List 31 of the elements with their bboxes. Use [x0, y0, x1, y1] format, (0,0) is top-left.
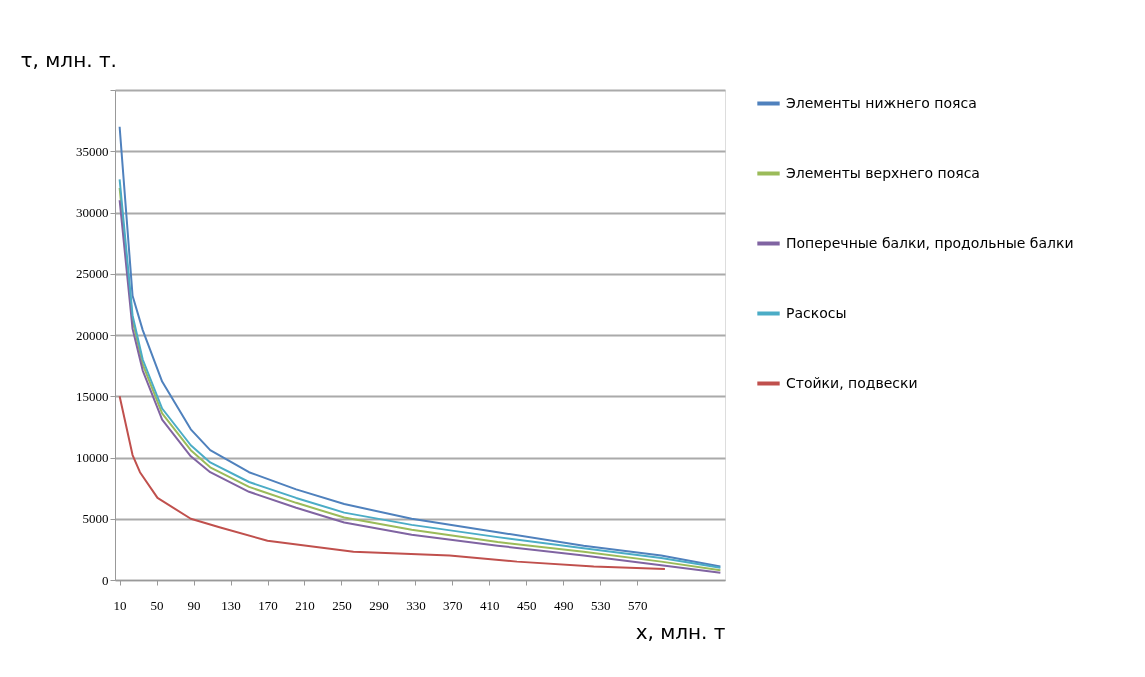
- x-tick-label: 450: [517, 597, 537, 613]
- x-tick-label: 490: [554, 597, 574, 613]
- legend-label: Элементы нижнего пояса: [786, 94, 977, 111]
- x-tick-label: 210: [295, 597, 315, 613]
- y-tick-label: 20000: [76, 327, 109, 343]
- y-tick-label: 5000: [82, 511, 109, 527]
- legend-label: Поперечные балки, продольные балки: [786, 234, 1074, 251]
- x-tick-label: 370: [443, 597, 463, 613]
- x-tick-label: 170: [258, 597, 278, 613]
- x-tick-label: 250: [332, 597, 352, 613]
- y-tick-label: 35000: [76, 143, 109, 159]
- legend-label: Раскосы: [786, 304, 847, 321]
- y-axis-title: τ, млн. т.: [20, 47, 117, 72]
- y-tick-label: 10000: [76, 450, 109, 465]
- y-tick-label: 25000: [76, 266, 109, 282]
- x-tick-label: 330: [406, 597, 426, 613]
- legend-label: Стойки, подвески: [786, 374, 918, 391]
- line-series: [118, 395, 666, 570]
- x-tick-label: 50: [150, 597, 164, 613]
- x-tick-label: 10: [113, 597, 127, 613]
- x-tick-label: 530: [590, 597, 611, 613]
- y-tick-label: 0: [102, 572, 109, 588]
- legend-label: Элементы верхнего пояса: [786, 164, 980, 181]
- x-tick-label: 570: [627, 597, 648, 613]
- x-tick-label: 290: [369, 597, 389, 613]
- x-tick-label: 90: [187, 597, 201, 613]
- x-axis-title: x, млн. т: [635, 619, 726, 644]
- x-tick-label: 410: [480, 597, 500, 613]
- y-tick-label: 30000: [76, 205, 109, 220]
- x-tick-label: 130: [221, 597, 241, 613]
- y-tick-label: 15000: [76, 388, 109, 404]
